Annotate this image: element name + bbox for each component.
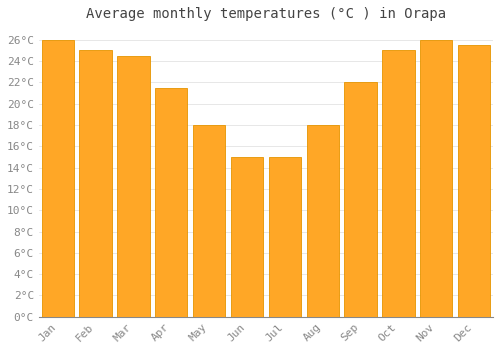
- Bar: [420, 40, 452, 317]
- Bar: [80, 50, 112, 317]
- Bar: [42, 40, 74, 317]
- Bar: [193, 125, 225, 317]
- Bar: [458, 45, 490, 317]
- Bar: [155, 88, 188, 317]
- Title: Average monthly temperatures (°C ) in Orapa: Average monthly temperatures (°C ) in Or…: [86, 7, 446, 21]
- Bar: [118, 56, 150, 317]
- Bar: [382, 50, 414, 317]
- Bar: [231, 157, 263, 317]
- Bar: [269, 157, 301, 317]
- Bar: [344, 82, 376, 317]
- Bar: [306, 125, 339, 317]
